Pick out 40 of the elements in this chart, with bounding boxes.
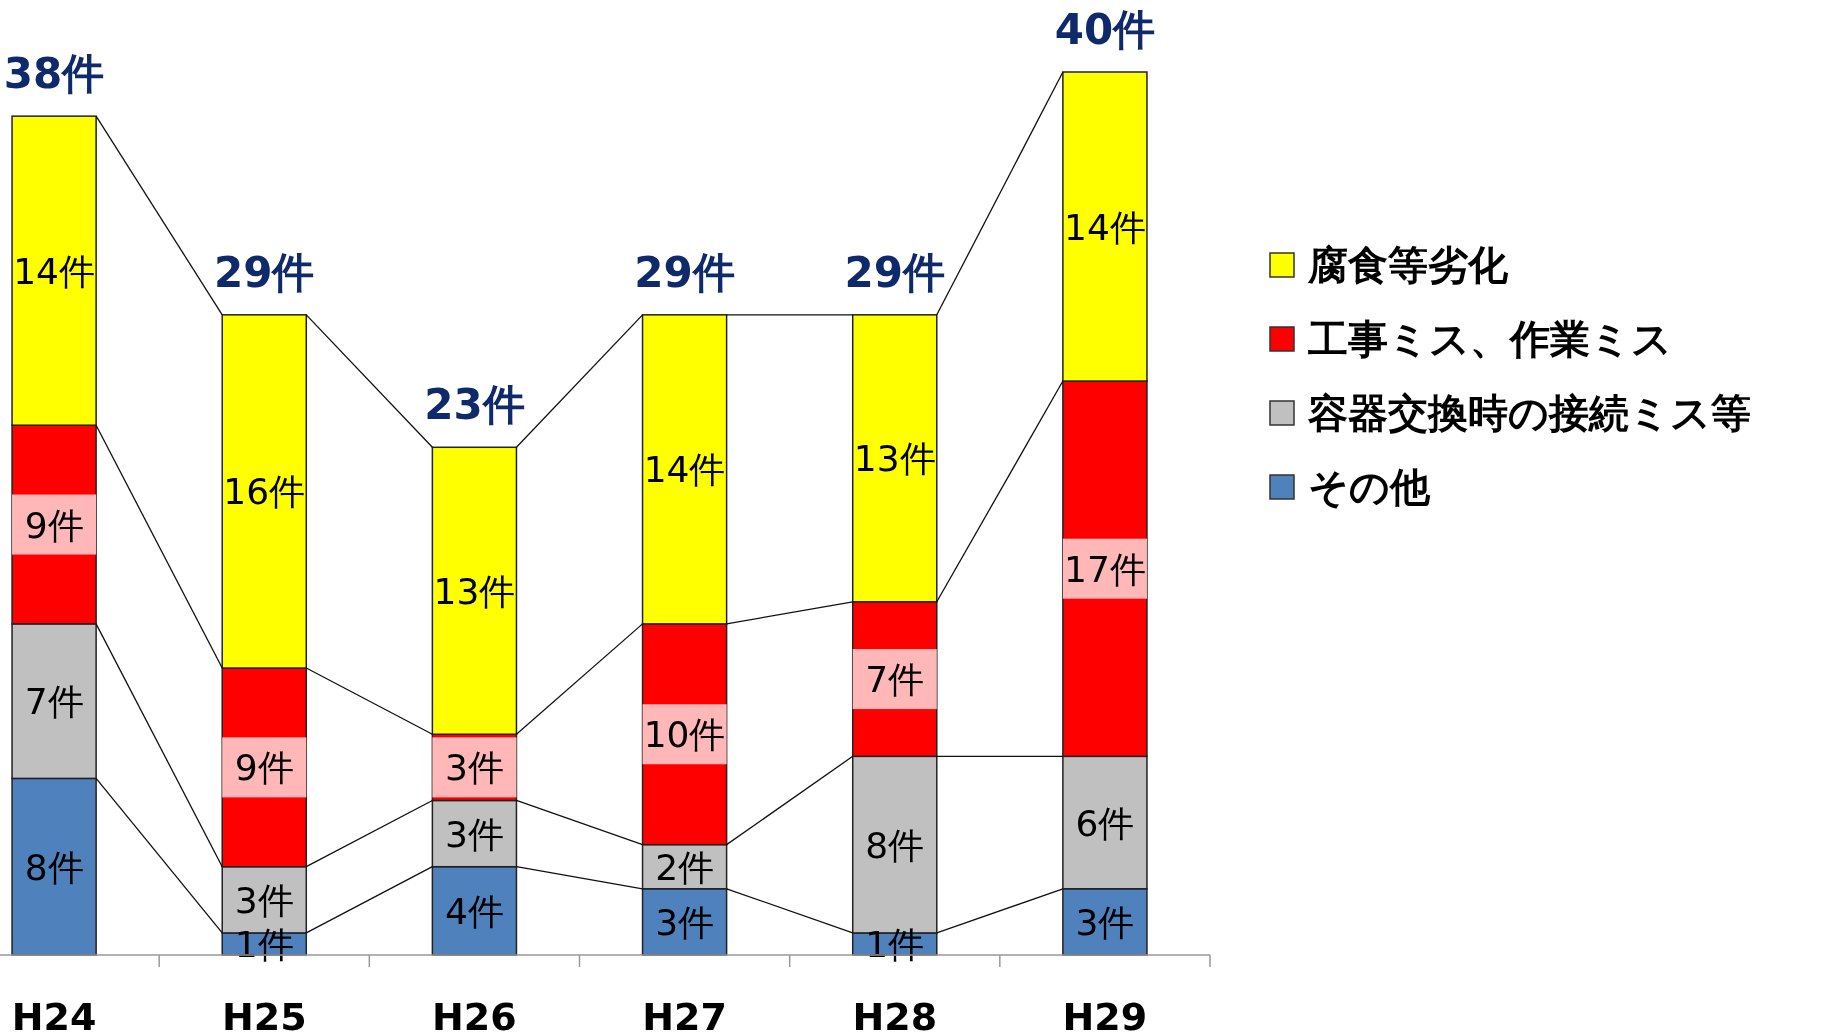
- x-tick-label: H29: [1062, 995, 1148, 1035]
- data-label: 7件: [865, 659, 925, 701]
- total-label: 29件: [844, 247, 945, 297]
- data-label: 3件: [655, 901, 715, 943]
- x-tick-label: H28: [852, 995, 938, 1035]
- legend-label: 工事ミス、作業ミス: [1308, 316, 1672, 362]
- x-tick-label: H24: [11, 995, 97, 1035]
- data-label: 13件: [433, 570, 516, 612]
- total-label: 23件: [424, 380, 525, 430]
- data-label: 8件: [865, 824, 925, 866]
- data-label: 9件: [234, 747, 294, 789]
- data-label: 7件: [24, 681, 84, 723]
- data-label: 14件: [643, 449, 726, 491]
- legend-label: 腐食等劣化: [1307, 242, 1509, 288]
- data-label: 10件: [643, 714, 726, 756]
- total-label: 29件: [634, 247, 735, 297]
- data-label: 6件: [1075, 802, 1135, 844]
- data-label: 9件: [24, 504, 84, 546]
- data-label: 8件: [24, 846, 84, 888]
- data-label: 14件: [13, 250, 95, 292]
- data-label: 2件: [655, 846, 715, 888]
- data-label: 1件: [865, 923, 925, 965]
- x-tick-label: H27: [642, 995, 727, 1035]
- data-label: 16件: [223, 471, 306, 513]
- x-tick-label: H25: [221, 995, 307, 1035]
- data-label: 3件: [444, 813, 504, 855]
- total-label: 29件: [214, 247, 315, 297]
- x-tick-label: H26: [432, 995, 517, 1035]
- total-label: 38件: [3, 49, 105, 99]
- data-label: 3件: [1075, 901, 1135, 943]
- data-label: 13件: [853, 438, 936, 480]
- data-label: 3件: [234, 879, 294, 921]
- data-label: 4件: [444, 890, 504, 932]
- data-label: 17件: [1064, 548, 1146, 590]
- legend-label: その他: [1308, 464, 1431, 510]
- data-label: 1件: [234, 923, 294, 965]
- data-label: 14件: [1064, 206, 1146, 248]
- data-label: 3件: [444, 747, 504, 789]
- total-label: 40件: [1054, 5, 1156, 54]
- legend-label: 容器交換時の接続ミス等: [1307, 390, 1751, 436]
